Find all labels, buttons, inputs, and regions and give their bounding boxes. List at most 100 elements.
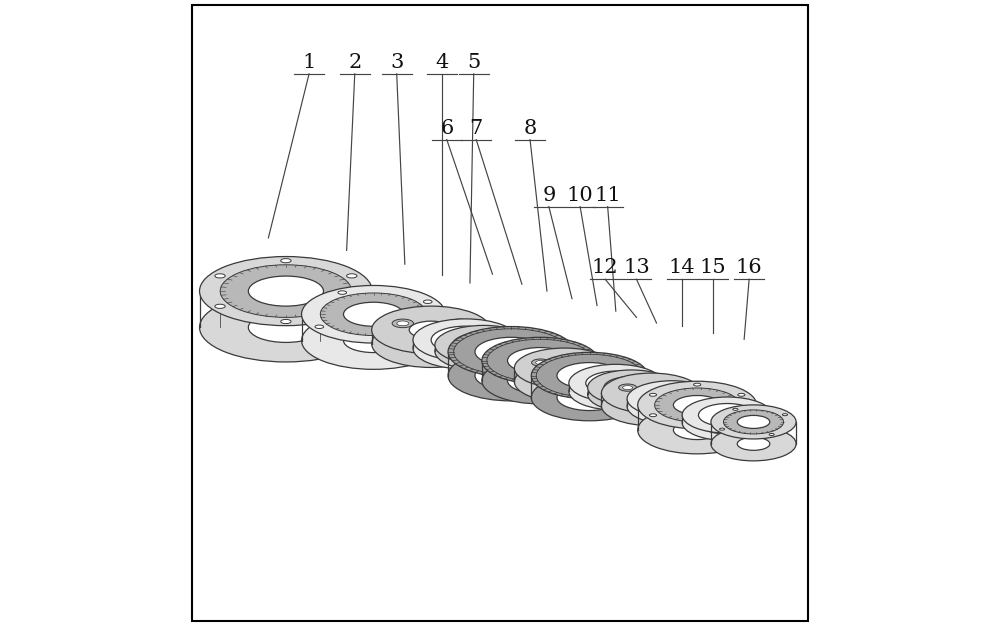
- Ellipse shape: [557, 384, 622, 411]
- Text: 13: 13: [623, 259, 650, 277]
- Ellipse shape: [372, 306, 491, 354]
- Ellipse shape: [623, 386, 633, 389]
- Ellipse shape: [711, 405, 796, 439]
- Ellipse shape: [694, 383, 701, 386]
- Ellipse shape: [557, 362, 622, 389]
- Ellipse shape: [435, 326, 533, 364]
- Text: 1: 1: [302, 53, 316, 72]
- Text: 10: 10: [567, 186, 594, 205]
- Text: 11: 11: [594, 186, 621, 205]
- Ellipse shape: [531, 352, 648, 399]
- Ellipse shape: [586, 371, 646, 395]
- Ellipse shape: [619, 384, 637, 391]
- Ellipse shape: [413, 319, 518, 361]
- Text: 9: 9: [542, 186, 556, 205]
- Ellipse shape: [454, 321, 465, 326]
- Ellipse shape: [397, 321, 409, 326]
- Ellipse shape: [559, 377, 569, 381]
- Ellipse shape: [536, 361, 546, 364]
- Ellipse shape: [711, 427, 796, 461]
- Ellipse shape: [508, 347, 573, 374]
- Ellipse shape: [769, 433, 774, 436]
- Text: 3: 3: [390, 53, 403, 72]
- Ellipse shape: [633, 386, 670, 401]
- Ellipse shape: [638, 381, 757, 429]
- Ellipse shape: [666, 384, 684, 391]
- Ellipse shape: [423, 300, 432, 304]
- Ellipse shape: [627, 388, 717, 424]
- Ellipse shape: [302, 312, 446, 369]
- Ellipse shape: [475, 361, 548, 390]
- Ellipse shape: [569, 372, 663, 410]
- Text: 4: 4: [436, 53, 449, 72]
- Ellipse shape: [482, 337, 598, 384]
- Ellipse shape: [409, 321, 453, 339]
- Ellipse shape: [649, 414, 657, 417]
- Ellipse shape: [604, 376, 659, 399]
- Ellipse shape: [586, 379, 646, 403]
- Ellipse shape: [347, 274, 357, 278]
- Ellipse shape: [604, 383, 659, 406]
- Ellipse shape: [633, 398, 670, 413]
- Ellipse shape: [738, 414, 745, 417]
- Text: 2: 2: [348, 53, 361, 72]
- Ellipse shape: [452, 332, 515, 357]
- Ellipse shape: [409, 335, 453, 352]
- Ellipse shape: [401, 334, 409, 337]
- Ellipse shape: [200, 293, 372, 362]
- Ellipse shape: [579, 359, 597, 366]
- Ellipse shape: [546, 361, 583, 376]
- Text: 15: 15: [700, 259, 726, 277]
- Ellipse shape: [448, 327, 574, 377]
- Ellipse shape: [627, 381, 717, 417]
- Text: 12: 12: [592, 259, 618, 277]
- Ellipse shape: [738, 393, 745, 396]
- Ellipse shape: [508, 367, 573, 394]
- Ellipse shape: [200, 257, 372, 326]
- Ellipse shape: [673, 396, 721, 414]
- Ellipse shape: [782, 414, 788, 416]
- Ellipse shape: [673, 421, 721, 439]
- Ellipse shape: [344, 329, 404, 352]
- Ellipse shape: [698, 411, 756, 434]
- Ellipse shape: [220, 265, 352, 317]
- Ellipse shape: [694, 424, 701, 427]
- Ellipse shape: [315, 325, 324, 329]
- Ellipse shape: [638, 406, 757, 454]
- Ellipse shape: [682, 397, 772, 433]
- Ellipse shape: [720, 428, 725, 430]
- Ellipse shape: [601, 373, 702, 413]
- Ellipse shape: [347, 304, 357, 309]
- Ellipse shape: [302, 285, 446, 343]
- Ellipse shape: [733, 408, 738, 411]
- Ellipse shape: [698, 404, 756, 426]
- Text: 8: 8: [523, 119, 537, 138]
- Ellipse shape: [601, 386, 702, 426]
- Ellipse shape: [643, 395, 701, 418]
- Ellipse shape: [646, 402, 656, 406]
- Text: 14: 14: [668, 259, 695, 277]
- Ellipse shape: [737, 416, 770, 428]
- Ellipse shape: [392, 319, 414, 327]
- Ellipse shape: [372, 320, 491, 367]
- Ellipse shape: [431, 334, 500, 362]
- Ellipse shape: [670, 386, 680, 389]
- Ellipse shape: [588, 377, 675, 412]
- Ellipse shape: [449, 319, 470, 327]
- Ellipse shape: [649, 393, 657, 396]
- Ellipse shape: [546, 374, 583, 389]
- Ellipse shape: [452, 339, 515, 364]
- Ellipse shape: [642, 401, 661, 408]
- Ellipse shape: [723, 410, 784, 434]
- Ellipse shape: [737, 438, 770, 450]
- Ellipse shape: [514, 362, 615, 402]
- Ellipse shape: [531, 374, 648, 421]
- Ellipse shape: [448, 351, 574, 401]
- Ellipse shape: [583, 361, 593, 364]
- Ellipse shape: [555, 376, 573, 382]
- Ellipse shape: [431, 326, 500, 354]
- Text: 6: 6: [440, 119, 453, 138]
- Ellipse shape: [482, 357, 598, 404]
- Ellipse shape: [248, 276, 323, 306]
- Ellipse shape: [320, 293, 427, 336]
